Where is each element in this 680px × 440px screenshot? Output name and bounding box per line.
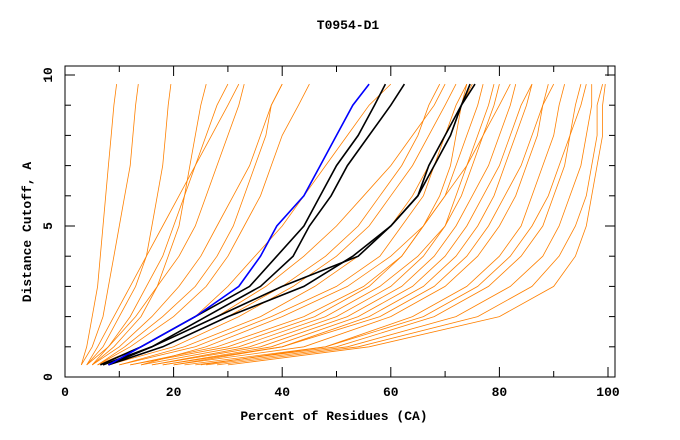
- y-tick-labels: 0 5 10: [41, 67, 56, 381]
- model-curve: [173, 83, 555, 366]
- x-tick-label: 100: [596, 385, 620, 400]
- plot-frame: [64, 65, 616, 378]
- x-tick-label: 80: [492, 385, 508, 400]
- chart-title: T0954-D1: [317, 18, 380, 33]
- model-curve: [216, 83, 603, 366]
- model-curve: [97, 83, 283, 366]
- model-curve: [86, 84, 245, 366]
- model-curve: [195, 83, 582, 366]
- x-tick-labels: 0 20 40 60 80 100: [61, 385, 620, 400]
- x-tick-label: 60: [383, 385, 399, 400]
- highlight-curve: [108, 83, 406, 366]
- y-tick-label: 0: [41, 373, 56, 381]
- best-model-curve: [108, 83, 370, 366]
- model-curve: [173, 83, 549, 366]
- highlight-curve: [99, 83, 387, 366]
- highlight-curve: [102, 83, 471, 366]
- model-curve: [200, 84, 587, 366]
- model-curve: [108, 83, 457, 366]
- model-curve: [151, 84, 517, 366]
- model-curve: [80, 84, 139, 366]
- model-curve: [184, 83, 565, 366]
- x-tick-label: 20: [166, 385, 182, 400]
- model-curve: [91, 83, 283, 366]
- model-curve: [91, 83, 229, 366]
- model-curve: [108, 83, 441, 366]
- model-curve: [97, 83, 310, 366]
- model-curve: [151, 83, 495, 366]
- model-curve: [140, 83, 511, 366]
- model-curve: [227, 84, 606, 366]
- model-curve: [130, 84, 468, 366]
- curves: [80, 83, 606, 366]
- model-curve: [119, 83, 468, 366]
- model-curve: [91, 84, 207, 366]
- model-curve: [162, 83, 533, 366]
- x-axis-label: Percent of Residues (CA): [240, 409, 427, 424]
- model-curve: [206, 84, 593, 366]
- model-curve: [162, 83, 533, 366]
- model-curve: [80, 84, 117, 366]
- y-axis-label: Distance Cutoff, A: [20, 162, 35, 303]
- model-curve: [86, 83, 240, 366]
- axis-ticks: [64, 66, 615, 378]
- x-tick-label: 0: [61, 385, 69, 400]
- model-curve: [86, 84, 172, 366]
- x-tick-label: 40: [274, 385, 290, 400]
- y-tick-label: 5: [41, 222, 56, 230]
- y-tick-label: 10: [41, 67, 56, 83]
